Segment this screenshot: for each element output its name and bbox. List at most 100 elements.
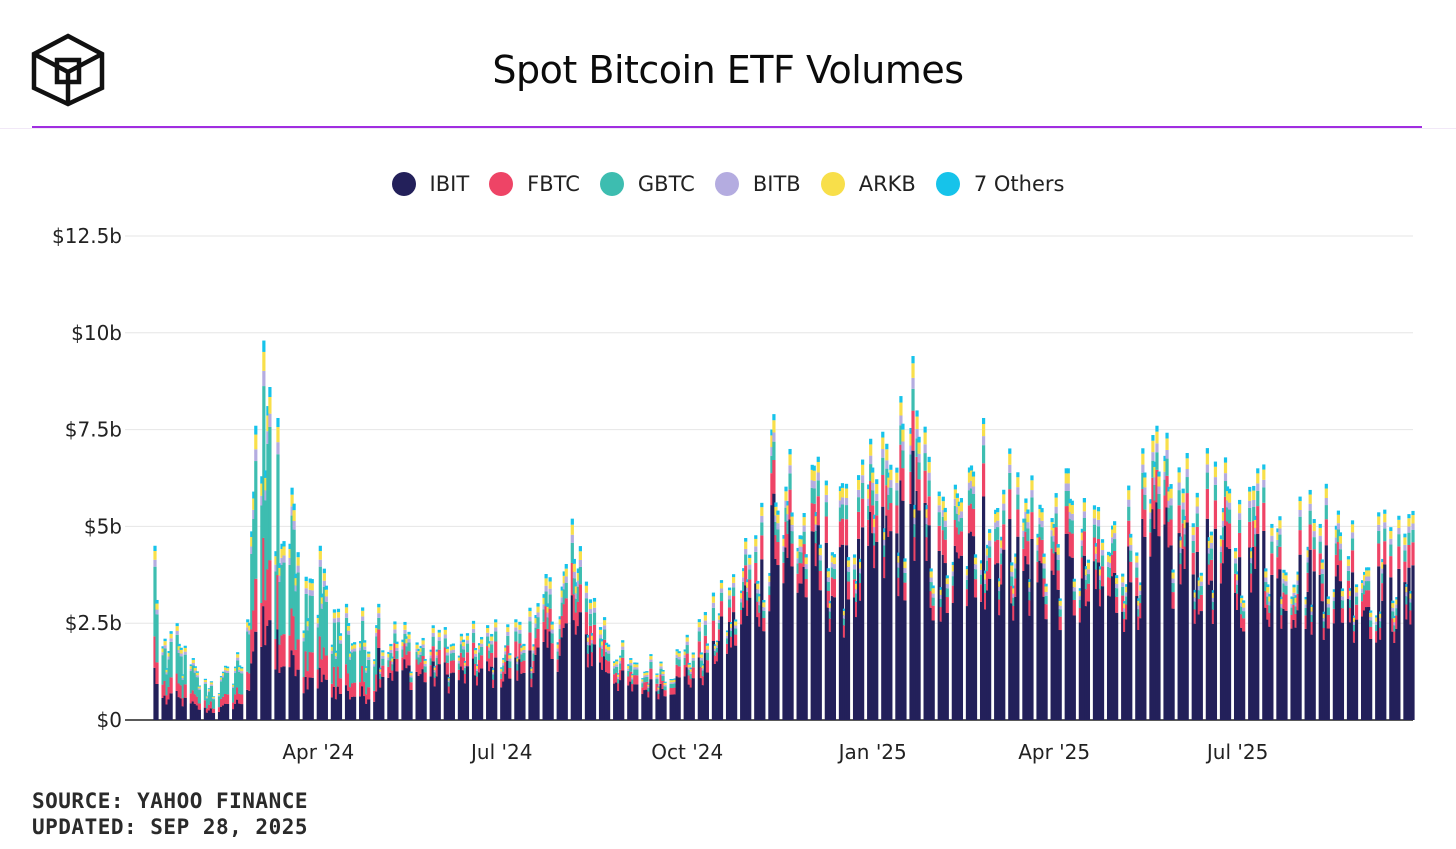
bar-segment [1332, 589, 1336, 592]
bar-segment [1111, 525, 1115, 530]
bar-segment [588, 602, 593, 609]
bar-segment [1155, 469, 1159, 503]
bar-segment [391, 680, 395, 720]
bar-segment [602, 620, 607, 626]
bar-segment [407, 651, 411, 666]
legend-item-bitb[interactable]: BITB [714, 172, 801, 196]
legend-item-fbtc[interactable]: FBTC [489, 172, 580, 196]
bar-segment [1195, 506, 1199, 514]
bar-segment [649, 654, 653, 657]
bar-segment [336, 622, 341, 667]
bar-segment [669, 688, 673, 695]
bar-segment [1375, 631, 1379, 643]
bar-segment [1002, 494, 1006, 504]
bar-segment [713, 645, 718, 649]
bar-segment [338, 640, 343, 644]
bar-segment [1266, 604, 1270, 620]
bar-segment [1298, 554, 1302, 720]
bar-segment [195, 672, 199, 676]
bar-segment [330, 644, 335, 647]
bar-segment [941, 554, 945, 720]
bar-segment [1052, 574, 1056, 720]
bar-segment [923, 470, 927, 503]
bar-segment [685, 637, 689, 642]
bar-segment [1296, 593, 1300, 611]
bar-segment [395, 658, 399, 672]
bar-segment [359, 650, 363, 683]
bar-segment [542, 604, 546, 610]
bar-segment [375, 632, 379, 637]
bar-segment [802, 525, 806, 532]
legend-item-others[interactable]: 7 Others [935, 172, 1064, 196]
bar-segment [459, 640, 464, 645]
bar-segment [1409, 602, 1413, 611]
bar-segment [223, 665, 228, 668]
bar-segment [463, 683, 468, 720]
bar-segment [607, 644, 611, 647]
bar-segment [1038, 517, 1042, 525]
bar-segment [1165, 507, 1169, 720]
bar-segment [1050, 570, 1054, 720]
bar-segment [437, 632, 441, 638]
bar-segment [334, 686, 339, 700]
bar-segment [322, 586, 326, 648]
bar-segment [613, 665, 617, 669]
bar-segment [415, 651, 419, 660]
bar-segment [494, 657, 498, 720]
bar-segment [727, 607, 732, 623]
bar-segment [209, 701, 214, 709]
bar-segment [1367, 590, 1371, 608]
legend-item-ibit[interactable]: IBIT [391, 172, 469, 196]
bar-segment [536, 617, 540, 629]
bar-segment [1024, 502, 1028, 512]
bar-segment [768, 611, 772, 720]
bar-segment [655, 673, 659, 675]
bar-segment [1405, 584, 1409, 587]
bar-segment [861, 498, 865, 528]
bar-segment [943, 526, 947, 540]
bar-segment [859, 600, 863, 720]
bar-segment [828, 631, 832, 720]
bar-segment [1391, 631, 1395, 720]
bar-segment [304, 651, 308, 678]
bar-segment [205, 698, 210, 709]
bar-segment [389, 660, 393, 673]
bar-segment [276, 575, 280, 630]
bar-segment [881, 437, 885, 450]
bar-segment [1236, 580, 1240, 585]
bar-segment [824, 494, 828, 503]
bar-segment [1012, 605, 1016, 621]
bar-segment [161, 684, 165, 698]
bar-segment [429, 676, 433, 720]
bar-segment [760, 502, 764, 508]
bar-segment [219, 677, 224, 680]
bar-segment [486, 628, 490, 633]
bar-segment [250, 629, 254, 664]
bar-segment [1304, 628, 1308, 720]
bar-segment [195, 705, 199, 720]
bar-segment [477, 652, 482, 661]
bar-segment [197, 686, 201, 689]
bar-segment [685, 641, 689, 646]
bar-segment [282, 541, 286, 547]
bar-segment [1086, 574, 1091, 584]
legend-item-arkb[interactable]: ARKB [820, 172, 916, 196]
bar-segment [1296, 584, 1300, 594]
bar-segment [316, 617, 320, 624]
bar-segment [1040, 539, 1044, 564]
bar-segment [615, 659, 619, 662]
bar-segment [1108, 567, 1113, 578]
bar-segment [832, 578, 837, 598]
bar-segment [1014, 568, 1018, 579]
legend-item-gbtc[interactable]: GBTC [599, 172, 695, 196]
bar-segment [619, 680, 623, 720]
bar-segment [1141, 518, 1145, 720]
bar-segment [699, 660, 703, 668]
bar-segment [191, 665, 195, 691]
bar-segment [1177, 482, 1181, 491]
bar-segment [463, 673, 468, 684]
bar-segment [1346, 559, 1351, 566]
bar-segment [1111, 543, 1115, 555]
bar-segment [917, 479, 921, 511]
bar-segment [346, 623, 351, 626]
